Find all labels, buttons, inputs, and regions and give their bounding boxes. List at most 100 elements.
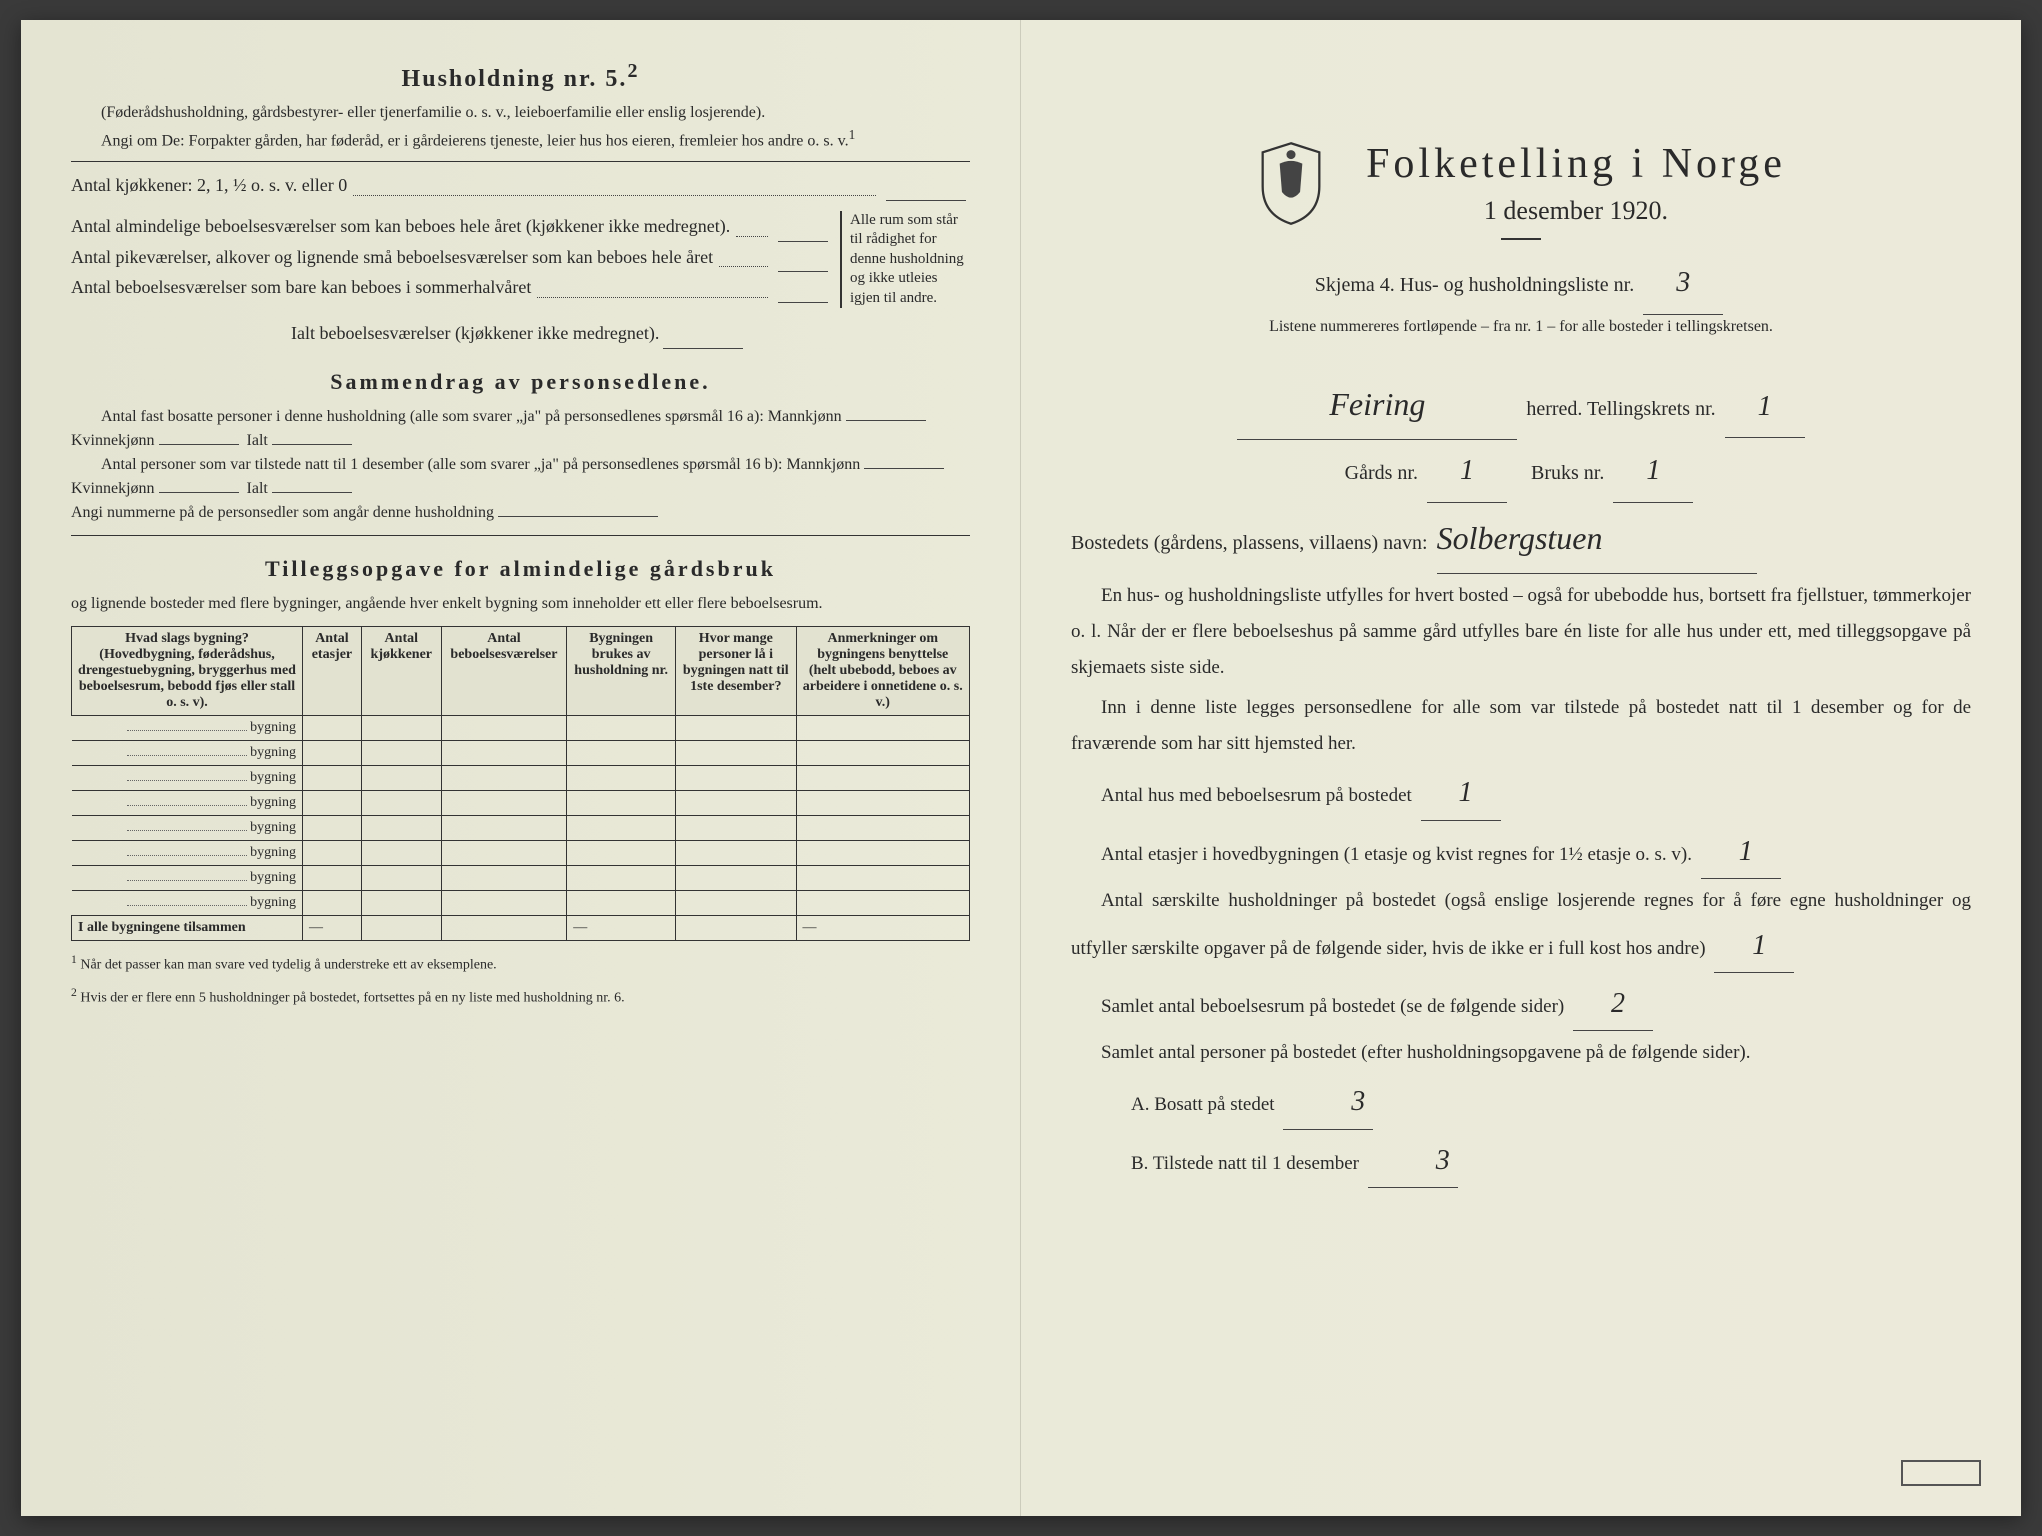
cell: [796, 741, 970, 766]
cell: [796, 891, 970, 916]
s1-blank3: [272, 444, 352, 445]
rooms-total-blank: [663, 318, 743, 349]
th-2: Antal kjøkkener: [361, 627, 441, 716]
bruks-value: 1: [1613, 440, 1693, 503]
row-label: bygning: [72, 791, 303, 816]
th-5: Hvor mange personer lå i bygningen natt …: [676, 627, 796, 716]
cell: [796, 816, 970, 841]
th-6: Anmerkninger om bygningens benyttelse (h…: [796, 627, 970, 716]
cell: [441, 741, 566, 766]
room-3-blank: [778, 272, 828, 303]
kitchen-label: Antal kjøkkener: 2, 1, ½ o. s. v. eller …: [71, 170, 347, 201]
q1-line: Antal hus med beboelsesrum på bostedet 1: [1071, 766, 1971, 820]
q1-label: Antal hus med beboelsesrum på bostedet: [1101, 785, 1412, 806]
row-label: bygning: [72, 816, 303, 841]
row-label: bygning: [72, 716, 303, 741]
kitchen-blank: [886, 170, 966, 201]
divider: [71, 535, 970, 536]
s2-blank1: [864, 468, 944, 469]
bracket-note-text: Alle rum som står til rådighet for denne…: [850, 211, 970, 309]
bracket-note: Alle rum som står til rådighet for denne…: [840, 211, 970, 309]
room-1-blank: [778, 211, 828, 242]
total-c2: [361, 916, 441, 941]
summary-title: Sammendrag av personsedlene.: [71, 369, 970, 395]
row-label: bygning: [72, 841, 303, 866]
cell: [361, 816, 441, 841]
cell: [303, 866, 362, 891]
cell: [676, 816, 796, 841]
qA-line: A. Bosatt på stedet 3: [1071, 1075, 1971, 1129]
dot-leader: [537, 272, 768, 298]
cell: [796, 866, 970, 891]
qB-line: B. Tilstede natt til 1 desember 3: [1071, 1134, 1971, 1188]
gards-line: Gårds nr. 1 Bruks nr. 1: [1071, 440, 1971, 503]
table-row: bygning: [72, 766, 970, 791]
cell: [567, 841, 676, 866]
table-row: bygning: [72, 816, 970, 841]
cell: [676, 866, 796, 891]
footnote-1: 1 Når det passer kan man svare ved tydel…: [71, 953, 970, 974]
total-label: I alle bygningene tilsammen: [72, 916, 303, 941]
kitchen-line: Antal kjøkkener: 2, 1, ½ o. s. v. eller …: [71, 170, 970, 201]
fn2-text: Hvis der er flere enn 5 husholdninger på…: [80, 990, 624, 1005]
dot-leader: [719, 242, 768, 268]
table-header-row: Hvad slags bygning? (Hovedbygning, føder…: [72, 627, 970, 716]
cell: [303, 716, 362, 741]
left-page: Husholdning nr. 5.2 (Føderådshusholdning…: [21, 20, 1021, 1516]
room-line-2: Antal pikeværelser, alkover og lignende …: [71, 242, 832, 273]
bosted-label: Bostedets (gårdens, plassens, villaens) …: [1071, 532, 1428, 554]
cell: [676, 841, 796, 866]
row-label: bygning: [72, 741, 303, 766]
gards-label: Gårds nr.: [1345, 462, 1418, 484]
rooms-total-label: Ialt beboelsesværelser (kjøkkener ikke m…: [291, 318, 659, 349]
cell: [441, 766, 566, 791]
room-3-label: Antal beboelsesværelser som bare kan beb…: [71, 272, 531, 303]
q1-value: 1: [1421, 766, 1501, 820]
s2-blank3: [272, 492, 352, 493]
row-label: bygning: [72, 891, 303, 916]
intro-2: Angi om De: Forpakter gården, har føderå…: [71, 125, 970, 153]
rooms-bracket-group: Antal almindelige beboelsesværelser som …: [71, 211, 970, 309]
cell: [567, 816, 676, 841]
cell: [361, 716, 441, 741]
bosted-line: Bostedets (gårdens, plassens, villaens) …: [1071, 503, 1971, 574]
bruks-label: Bruks nr.: [1531, 462, 1604, 484]
right-page: Folketelling i Norge 1 desember 1920. Sk…: [1021, 20, 2021, 1516]
q3-label: Antal særskilte husholdninger på bostede…: [1071, 890, 1971, 959]
title-row: Folketelling i Norge 1 desember 1920.: [1071, 140, 1971, 226]
total-c1: —: [303, 916, 362, 941]
room-line-3: Antal beboelsesværelser som bare kan beb…: [71, 272, 832, 303]
cell: [361, 766, 441, 791]
summary-line-3: Angi nummerne på de personsedler som ang…: [71, 501, 970, 525]
total-c3: [441, 916, 566, 941]
cell: [796, 766, 970, 791]
cell: [303, 891, 362, 916]
qA-value: 3: [1283, 1075, 1373, 1129]
cell: [441, 866, 566, 891]
cell: [676, 891, 796, 916]
skjema-value: 3: [1643, 252, 1723, 315]
cell: [796, 841, 970, 866]
printer-stamp: [1901, 1460, 1981, 1486]
bosted-value: Solbergstuen: [1437, 503, 1757, 574]
rooms-list: Antal almindelige beboelsesværelser som …: [71, 211, 832, 309]
cell: [796, 716, 970, 741]
summary-line-1: Antal fast bosatte personer i denne hush…: [71, 405, 970, 453]
s1b: Kvinnekjønn: [71, 432, 155, 449]
room-1-label: Antal almindelige beboelsesværelser som …: [71, 211, 730, 242]
s1-blank2: [159, 444, 239, 445]
s3: Angi nummerne på de personsedler som ang…: [71, 504, 494, 521]
s1a: Antal fast bosatte personer i denne hush…: [101, 408, 842, 425]
q4-value: 2: [1573, 977, 1653, 1031]
s1-blank1: [846, 420, 926, 421]
title-block: Folketelling i Norge 1 desember 1920. Sk…: [1071, 140, 1971, 339]
title-sup: 2: [627, 60, 639, 82]
row-label: bygning: [72, 766, 303, 791]
intro-1: (Føderådshusholdning, gårdsbestyrer- ell…: [71, 101, 970, 125]
liste-note: Listene nummereres fortløpende – fra nr.…: [1071, 315, 1971, 339]
cell: [303, 741, 362, 766]
s2c: Ialt: [247, 480, 268, 497]
cell: [441, 816, 566, 841]
table-row: bygning: [72, 891, 970, 916]
total-c6: —: [796, 916, 970, 941]
